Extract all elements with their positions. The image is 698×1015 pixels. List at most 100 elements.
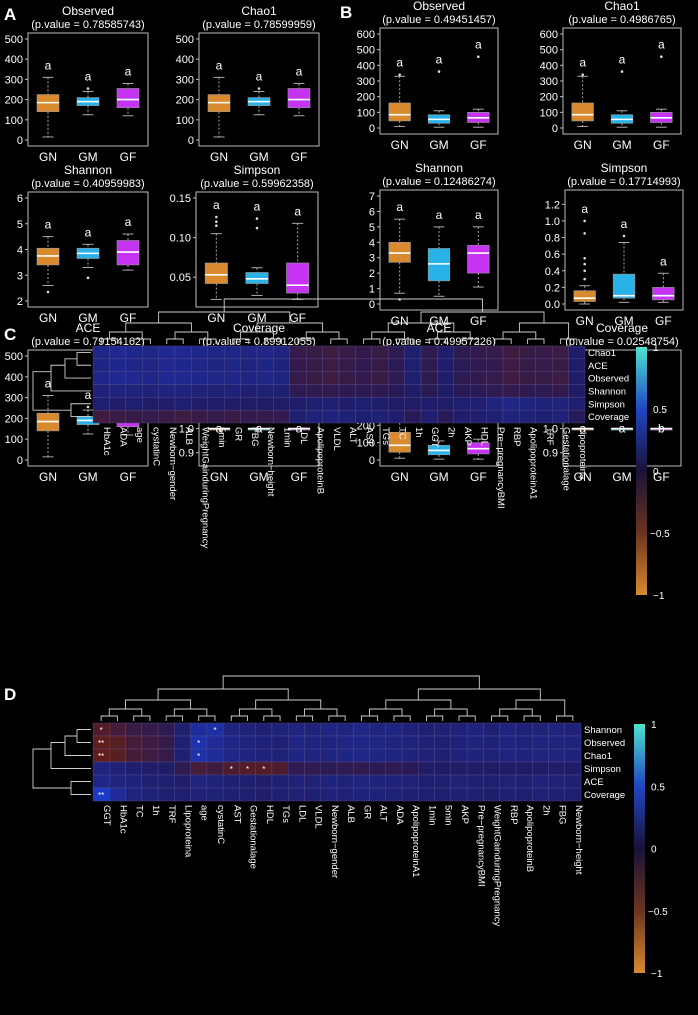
row-dendrogram: [32, 351, 91, 418]
heatmap-cell: [401, 787, 419, 802]
heatmap-cell: [532, 787, 549, 802]
outlier-point: [215, 224, 218, 228]
significance-letter: a: [619, 422, 626, 436]
heatmap-cell: [420, 345, 438, 360]
box-GN: a GN: [207, 58, 231, 164]
colorbar-label: 0.5: [653, 405, 667, 416]
column-label: VLDL: [331, 427, 342, 451]
heatmap-cell: [355, 384, 372, 398]
heatmap-cell: [568, 371, 586, 385]
heatmap-cell: [109, 735, 126, 750]
significance-star: *: [197, 739, 200, 748]
heatmap-cell: [223, 371, 241, 385]
heatmap-cell: [190, 761, 208, 776]
heatmap-cell: [548, 774, 565, 789]
heatmap-cell: [404, 371, 422, 385]
column-label: RBP: [508, 805, 519, 825]
y-tick-label: 600: [357, 29, 375, 41]
x-tick-label: GN: [210, 470, 228, 484]
significance-letter: a: [294, 204, 301, 218]
box-GM: a GM: [76, 388, 100, 484]
y-tick-label: 1.0: [179, 424, 194, 436]
box-GM: a GM: [76, 69, 100, 164]
heatmap-cell: [552, 384, 569, 398]
heatmap-cell: [338, 409, 356, 424]
boxplot-panel-B-observed: Observed(p.value = 0.49451457) 0 100 200 300…: [357, 0, 499, 152]
heatmap-cell: [420, 397, 438, 411]
outlier-point: [583, 277, 586, 281]
column-label: HDL: [478, 427, 489, 446]
panel-pvalue: (p.value = 0.12486274): [382, 176, 495, 188]
colorbar-label: −0.5: [650, 529, 670, 540]
heatmap-cell: [338, 345, 356, 360]
row-label: ACE: [584, 777, 604, 788]
heatmap-cell: [552, 371, 569, 385]
box-GN: a GN: [36, 58, 60, 164]
heatmap-cell: [483, 722, 500, 737]
box-GN: a GN: [388, 56, 411, 152]
heatmap-cell: [255, 774, 273, 789]
column-label: 1h: [413, 427, 424, 438]
outlier-point: [583, 269, 586, 273]
y-tick-label: 200: [357, 92, 375, 104]
heatmap-cell: [336, 787, 354, 802]
heatmap-cell: [320, 722, 338, 737]
column-label: ADA: [118, 427, 129, 447]
y-tick-label: 2: [369, 268, 375, 280]
heatmap-cell: [223, 384, 241, 398]
heatmap-cell: [519, 345, 537, 360]
column-label: GGT: [429, 427, 440, 448]
heatmap-cell: [288, 761, 305, 776]
heatmap-cell: [191, 371, 208, 385]
heatmap-cell: [564, 735, 582, 750]
heatmap-cell: [499, 722, 517, 737]
x-tick-label: GN: [39, 311, 57, 325]
heatmap-cell: [453, 371, 471, 385]
significance-letter: a: [125, 64, 132, 78]
heatmap-cell: [125, 409, 143, 424]
heatmap-cell: [535, 358, 553, 372]
heatmap-cell: [499, 735, 517, 750]
heatmap-cell: [174, 358, 192, 372]
outlier-point: [257, 87, 261, 90]
boxplot-panel-A-chao1: Chao1(p.value = 0.78599959) 0 100 200 300 400…: [176, 4, 320, 164]
significance-letter: a: [579, 56, 586, 70]
heatmap-cell: [158, 345, 176, 360]
heatmap-cell: [125, 748, 142, 763]
y-tick-label: 3: [369, 253, 375, 265]
heatmap-cell: [157, 735, 175, 750]
heatmap-cell: [371, 384, 389, 398]
x-tick-label: GM: [249, 470, 268, 484]
significance-letter: a: [579, 422, 586, 436]
column-label: VLDL: [313, 805, 324, 829]
boxplot-panel-A-shannon: Shannon(p.value = 0.40959983) 2 3 4 5 6 a GN a GM…: [17, 163, 149, 325]
y-tick-label: 4: [369, 237, 375, 249]
heatmap-cell: [568, 384, 586, 398]
heatmap-cell: [125, 397, 143, 411]
heatmap-cell: [470, 358, 487, 372]
heatmap-cell: [404, 409, 422, 424]
y-tick-label: 1.2: [545, 199, 560, 211]
heatmap-cell: [322, 358, 340, 372]
heatmap-cell: [486, 384, 504, 398]
heatmap-cell: [191, 397, 208, 411]
y-tick-label: 500: [5, 351, 23, 363]
heatmap-cell: [174, 409, 192, 424]
y-tick-label: 200: [5, 413, 23, 425]
column-label: Newborn−gender: [167, 427, 178, 500]
heatmap-cell: [437, 345, 454, 360]
heatmap-cell: [499, 761, 517, 776]
colorbar-label: 0: [651, 845, 657, 856]
heatmap-cell: [125, 358, 143, 372]
box-GN: a GN: [36, 218, 60, 325]
heatmap-cell: [141, 358, 159, 372]
heatmap-cell: [223, 358, 241, 372]
significance-letter: a: [85, 388, 92, 402]
heatmap-cell: [355, 409, 372, 424]
significance-letter: a: [256, 422, 263, 436]
x-tick-label: GF: [291, 470, 308, 484]
heatmap-cell: [564, 761, 582, 776]
heatmap-cell: [486, 345, 504, 360]
column-label: HbA1c: [117, 805, 128, 834]
column-label: FBG: [249, 427, 260, 447]
